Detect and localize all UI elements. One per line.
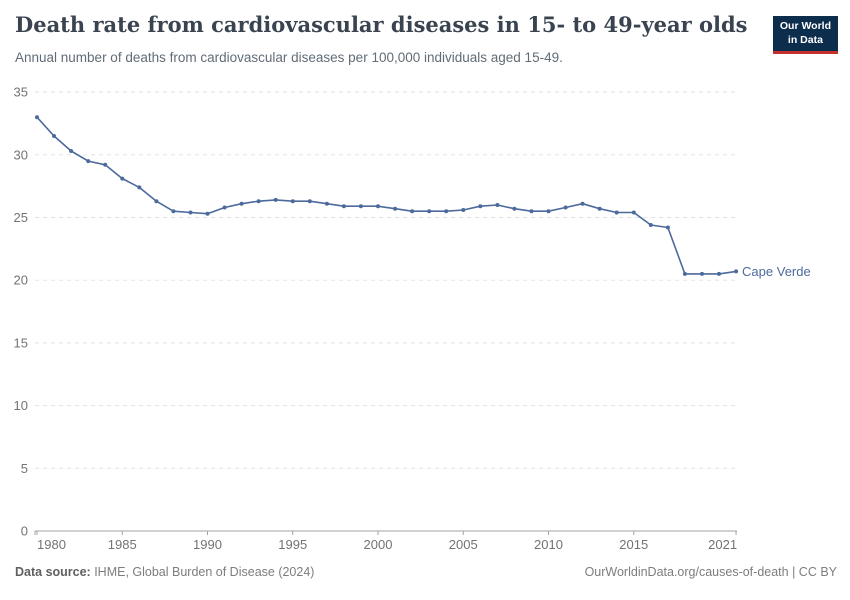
data-point: [700, 271, 704, 276]
data-point: [290, 199, 295, 204]
data-point: [188, 210, 193, 215]
y-tick-label: 30: [14, 147, 28, 162]
data-point: [239, 201, 244, 206]
x-tick-label: 1980: [37, 537, 66, 552]
owid-logo-line2: in Data: [787, 33, 823, 46]
data-point: [69, 149, 74, 153]
y-tick-label: 15: [14, 335, 28, 350]
data-point: [512, 206, 517, 211]
data-point: [154, 199, 159, 204]
data-point: [546, 209, 551, 214]
data-point: [427, 209, 432, 214]
data-point: [717, 271, 721, 276]
y-tick-label: 35: [14, 85, 28, 100]
y-tick-label: 0: [21, 524, 28, 539]
data-point: [35, 115, 39, 120]
data-point: [273, 197, 278, 202]
x-tick-label: 2010: [534, 537, 563, 552]
y-tick-label: 10: [14, 398, 28, 413]
x-tick-label: 2005: [449, 537, 478, 552]
data-point: [631, 210, 636, 215]
data-point: [597, 206, 602, 211]
x-tick-label: 1990: [193, 537, 222, 552]
data-point: [341, 204, 346, 209]
owid-logo: Our World in Data: [772, 16, 838, 55]
y-tick-label: 5: [21, 461, 28, 476]
x-tick-label: 1995: [278, 537, 307, 552]
data-point: [444, 209, 449, 214]
data-point: [393, 206, 398, 211]
data-point: [682, 271, 687, 276]
credit-line: OurWorldinData.org/causes-of-death | CC …: [584, 565, 837, 579]
data-point: [734, 269, 739, 274]
data-point: [256, 199, 261, 204]
x-tick-label: 2021: [708, 537, 737, 552]
data-source: Data source: IHME, Global Burden of Dise…: [15, 565, 314, 579]
data-point: [324, 201, 329, 206]
data-line: [36, 116, 737, 275]
data-point: [563, 205, 568, 210]
data-point: [120, 176, 125, 181]
data-point: [580, 201, 585, 206]
data-point: [307, 199, 312, 204]
chart-footer: Data source: IHME, Global Burden of Dise…: [15, 565, 837, 579]
data-source-text: IHME, Global Burden of Disease (2024): [90, 565, 315, 579]
x-tick-label: 2000: [364, 537, 393, 552]
y-tick-label: 25: [14, 210, 28, 225]
data-point: [137, 185, 142, 190]
data-point: [529, 209, 534, 214]
data-point: [665, 225, 670, 230]
series-end-label: Cape Verde: [742, 264, 811, 279]
data-point: [103, 162, 108, 167]
data-point: [86, 159, 91, 164]
data-source-label: Data source:: [15, 565, 91, 579]
owid-logo-line1: Our World: [779, 20, 831, 32]
data-point: [222, 205, 227, 210]
data-point: [52, 134, 56, 138]
chart-title: Death rate from cardiovascular diseases …: [15, 12, 748, 37]
data-point: [171, 209, 176, 214]
data-point: [648, 223, 653, 227]
data-point: [478, 204, 483, 209]
x-tick-label: 2015: [619, 537, 648, 552]
data-point: [410, 209, 415, 214]
data-point: [614, 210, 619, 215]
y-tick-label: 20: [14, 273, 28, 288]
data-point: [358, 204, 363, 209]
data-point: [376, 204, 380, 209]
data-point: [205, 211, 210, 216]
chart-subtitle: Annual number of deaths from cardiovascu…: [15, 50, 563, 65]
data-point: [461, 208, 466, 212]
data-point: [495, 203, 500, 207]
x-tick-label: 1985: [108, 537, 137, 552]
